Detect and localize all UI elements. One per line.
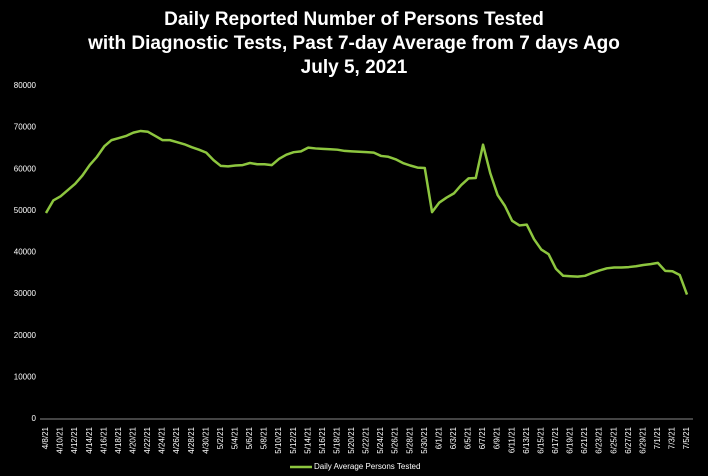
line — [44, 129, 689, 295]
x-tick-label: 5/26/21 — [391, 426, 400, 453]
x-tick-label: 6/25/21 — [609, 426, 618, 453]
x-tick-label: 7/1/21 — [653, 426, 662, 449]
x-tick-label: 6/11/21 — [507, 426, 516, 453]
x-tick-label: 5/6/21 — [245, 426, 254, 449]
x-tick-label: 4/22/21 — [143, 426, 152, 453]
x-tick-label: 5/14/21 — [303, 426, 312, 453]
y-tick-label: 60000 — [14, 164, 37, 173]
x-tick-label: 5/10/21 — [274, 426, 283, 453]
x-tick-label: 6/1/21 — [434, 426, 443, 449]
y-tick-label: 20000 — [14, 331, 37, 340]
x-tick-label: 4/8/21 — [41, 426, 50, 449]
x-tick-label: 4/16/21 — [99, 426, 108, 453]
x-tick-label: 6/15/21 — [536, 426, 545, 453]
x-tick-label: 5/22/21 — [362, 426, 371, 453]
x-tick-label: 6/27/21 — [624, 426, 633, 453]
x-tick-label: 4/18/21 — [114, 426, 123, 453]
x-tick-label: 4/24/21 — [158, 426, 167, 453]
y-tick-label: 40000 — [14, 248, 37, 257]
x-tick-label: 6/5/21 — [464, 426, 473, 449]
x-tick-label: 6/19/21 — [566, 426, 575, 453]
x-tick-label: 5/8/21 — [260, 426, 269, 449]
x-tick-label: 5/12/21 — [289, 426, 298, 453]
x-tick-label: 4/26/21 — [172, 426, 181, 453]
x-tick-label: 7/5/21 — [682, 426, 691, 449]
x-tick-label: 5/20/21 — [347, 426, 356, 453]
x-tick-label: 4/28/21 — [187, 426, 196, 453]
y-tick-label: 10000 — [14, 372, 37, 381]
y-tick-label: 80000 — [14, 81, 37, 90]
x-tick-label: 6/23/21 — [595, 426, 604, 453]
x-tick-label: 5/30/21 — [420, 426, 429, 453]
x-tick-label: 6/21/21 — [580, 426, 589, 453]
x-tick-label: 6/29/21 — [638, 426, 647, 453]
x-tick-label: 4/10/21 — [56, 426, 65, 453]
x-tick-label: 6/3/21 — [449, 426, 458, 449]
x-tick-label: 5/16/21 — [318, 426, 327, 453]
x-tick-label: 6/7/21 — [478, 426, 487, 449]
x-tick-label: 6/9/21 — [493, 426, 502, 449]
y-tick-label: 0 — [32, 414, 37, 423]
y-tick-label: 70000 — [14, 123, 37, 132]
x-tick-label: 4/20/21 — [129, 426, 138, 453]
x-tick-label: 4/14/21 — [85, 426, 94, 453]
legend-label: Daily Average Persons Tested — [314, 462, 420, 471]
x-tick-label: 5/28/21 — [405, 426, 414, 453]
x-tick-label: 7/3/21 — [668, 426, 677, 449]
y-tick-label: 30000 — [14, 289, 37, 298]
x-tick-label: 5/4/21 — [230, 426, 239, 449]
x-tick-label: 6/13/21 — [522, 426, 531, 453]
x-tick-label: 5/2/21 — [216, 426, 225, 449]
chart-title: Daily Reported Number of Persons Tested — [164, 9, 544, 30]
chart-title: with Diagnostic Tests, Past 7-day Averag… — [87, 33, 620, 54]
x-tick-label: 4/30/21 — [201, 426, 210, 453]
x-tick-label: 6/17/21 — [551, 426, 560, 453]
y-tick-label: 50000 — [14, 206, 37, 215]
x-tick-label: 5/18/21 — [332, 426, 341, 453]
x-tick-label: 4/12/21 — [70, 426, 79, 453]
x-tick-label: 5/24/21 — [376, 426, 385, 453]
chart-title: July 5, 2021 — [301, 57, 408, 78]
